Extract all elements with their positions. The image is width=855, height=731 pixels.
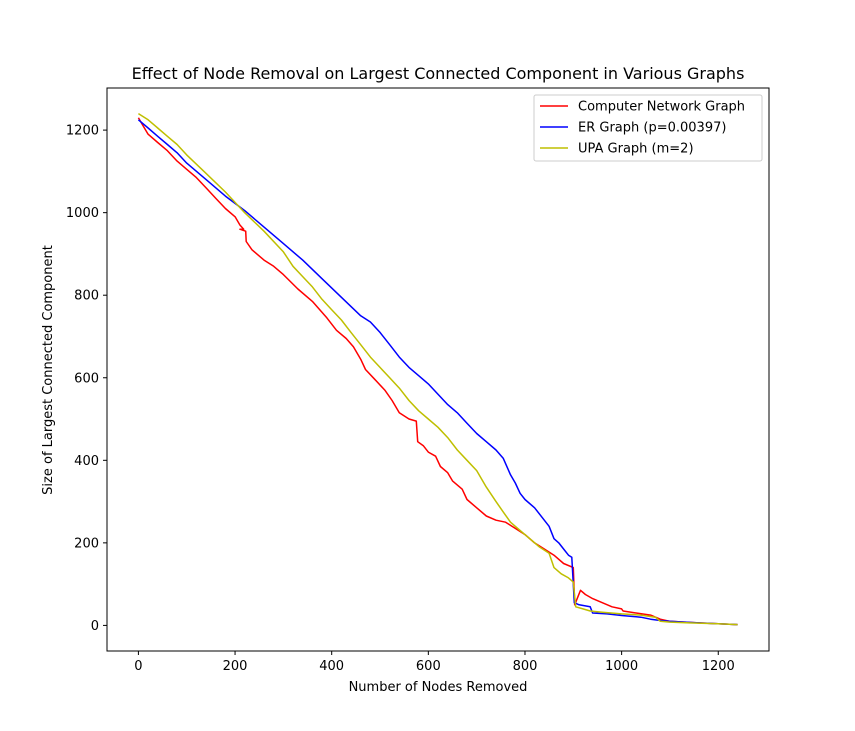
y-tick-label: 1200	[66, 124, 99, 139]
y-tick-label: 600	[74, 371, 99, 386]
y-axis-label: Size of Largest Connected Component	[41, 245, 56, 495]
y-tick-label: 0	[91, 619, 99, 634]
x-axis-label: Number of Nodes Removed	[349, 680, 528, 695]
x-tick-label: 400	[319, 659, 344, 674]
y-tick-label: 1000	[66, 206, 99, 221]
x-tick-label: 1200	[702, 659, 735, 674]
y-tick-label: 200	[74, 536, 99, 551]
x-tick-label: 1000	[605, 659, 638, 674]
series-line-2	[137, 119, 738, 626]
plot-lines	[137, 112, 738, 626]
y-tick-label: 800	[74, 289, 99, 304]
legend-label-2: ER Graph (p=0.00397)	[578, 121, 726, 136]
y-axis: 0 200 400 600 800 1000 1200	[66, 124, 107, 634]
series-line-1	[137, 117, 738, 626]
x-tick-label: 600	[416, 659, 441, 674]
legend-box	[533, 94, 763, 162]
x-tick-label: 800	[513, 659, 538, 674]
plot-frame	[106, 87, 770, 652]
x-axis: 0 200 400 600 800 1000 1200	[134, 651, 735, 674]
legend-label-1: Computer Network Graph	[578, 100, 745, 115]
chart-title: Effect of Node Removal on Largest Connec…	[132, 64, 745, 83]
legend: Computer Network Graph ER Graph (p=0.0039…	[533, 94, 763, 162]
x-tick-label: 200	[223, 659, 248, 674]
series-line-3	[137, 112, 738, 626]
legend-label-3: UPA Graph (m=2)	[578, 142, 694, 157]
y-tick-label: 400	[74, 454, 99, 469]
x-tick-label: 0	[134, 659, 142, 674]
